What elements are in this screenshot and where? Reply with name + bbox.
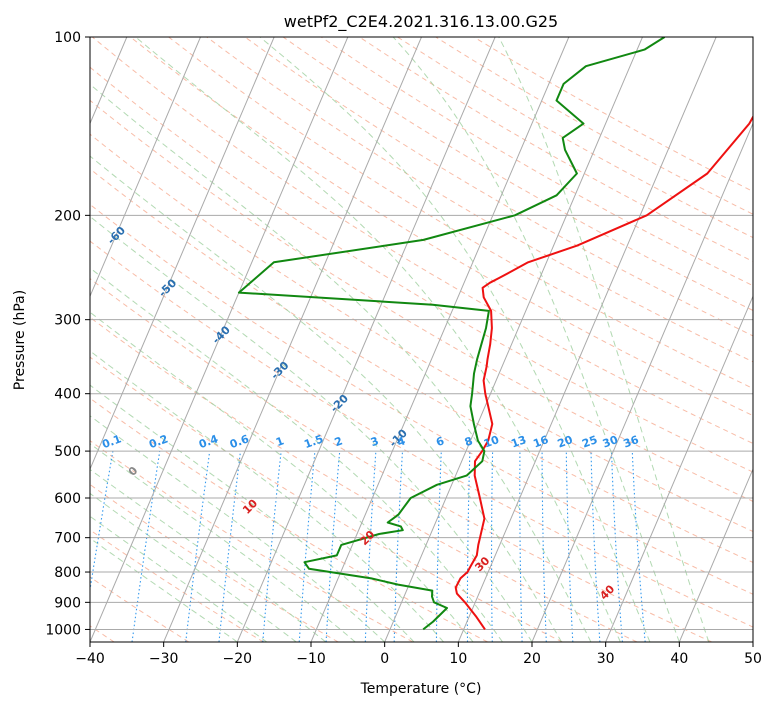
mixing-ratio-label: 0.2 xyxy=(147,432,170,451)
dry-adiabat xyxy=(206,37,753,363)
x-tick-label: −40 xyxy=(75,651,105,667)
y-axis-label: Pressure (hPa) xyxy=(12,290,28,390)
moist-adiabat xyxy=(259,37,651,642)
dewpoint-trace xyxy=(237,37,666,631)
y-tick-label: 800 xyxy=(54,565,81,581)
moist-adiabat xyxy=(90,537,238,642)
temperature-trace xyxy=(454,114,753,630)
mixing-ratio-label: 1 xyxy=(274,434,286,449)
isotherm-line xyxy=(678,467,753,642)
x-tick-label: 0 xyxy=(380,651,389,667)
x-axis-label: Temperature (°C) xyxy=(360,681,482,697)
dry-adiabat xyxy=(90,66,753,473)
moist-adiabat xyxy=(392,37,680,642)
pressure-gridlines xyxy=(90,37,753,630)
isotherm-label: -80 xyxy=(0,135,19,158)
moist-adiabat xyxy=(90,415,386,642)
x-tick-label: 30 xyxy=(597,651,615,667)
isotherm-line xyxy=(90,37,201,298)
mixing-ratio-label: 0.4 xyxy=(197,432,220,451)
isotherm-label: -70 xyxy=(51,177,74,200)
dry-adiabat xyxy=(90,483,339,642)
mixing-ratio-label: 25 xyxy=(580,433,599,450)
y-tick-label: 500 xyxy=(54,444,81,460)
isotherm-line xyxy=(90,37,275,471)
plot-frame xyxy=(89,36,754,643)
mixing-ratio-line xyxy=(185,451,211,642)
y-tick-label: 900 xyxy=(54,595,81,611)
y-tick-label: 1000 xyxy=(45,622,81,638)
moist-adiabat xyxy=(90,215,533,642)
mixing-ratio-line xyxy=(218,451,242,642)
y-tick-label: 300 xyxy=(54,313,81,329)
dry-adiabat xyxy=(90,203,753,595)
dry-adiabat xyxy=(282,37,753,312)
mixing-ratio-label: 20 xyxy=(556,433,575,451)
moist-adiabat xyxy=(135,37,621,642)
moist-adiabat xyxy=(90,350,444,642)
isotherm-line xyxy=(457,37,717,642)
sounding-traces xyxy=(237,37,753,631)
moist-adiabat xyxy=(90,515,268,642)
mixing-ratio-line xyxy=(262,451,282,642)
x-tick-label: 10 xyxy=(449,651,467,667)
moist-adiabat xyxy=(90,155,562,642)
isotherm-line xyxy=(384,37,643,642)
mixing-ratio-label: 3 xyxy=(369,434,381,449)
mixing-ratio-label: 6 xyxy=(434,434,446,449)
mixing-ratio-line xyxy=(631,451,646,642)
mixing-ratio-label: 10 xyxy=(482,433,501,451)
moist-adiabat xyxy=(90,468,327,642)
dry-adiabat xyxy=(90,356,563,642)
mixing-ratio-label: 2 xyxy=(333,434,345,449)
moist-adiabats xyxy=(90,37,710,642)
mixing-ratio-label: 36 xyxy=(622,433,641,451)
x-tick-label: 20 xyxy=(523,651,541,667)
y-tick-label: 100 xyxy=(54,30,81,46)
mixing-ratio-label: 0.1 xyxy=(100,432,123,451)
mixing-ratio-label: 1.5 xyxy=(302,432,325,451)
mixing-ratio-label: 4 xyxy=(395,434,407,449)
x-axis-ticks: −40 −30 −20 −10 0 10 20 30 40 50 xyxy=(75,642,762,667)
y-axis-ticks: 100 200 300 400 500 600 700 800 900 1000 xyxy=(45,30,90,638)
isotherm-line xyxy=(90,37,349,642)
dry-adiabat xyxy=(90,397,488,642)
mixing-ratio-line xyxy=(90,451,114,594)
mixing-ratio-label: 0.6 xyxy=(228,432,251,451)
isotherm-line xyxy=(605,295,753,642)
x-tick-label: −10 xyxy=(296,651,326,667)
mixing-ratio-label: 13 xyxy=(509,433,528,450)
moist-adiabat xyxy=(90,267,503,642)
x-tick-label: −20 xyxy=(223,651,253,667)
moist-adiabat xyxy=(90,492,297,642)
x-tick-label: −30 xyxy=(149,651,179,667)
isotherm-line xyxy=(531,122,753,642)
moist-adiabat xyxy=(90,311,474,642)
isotherm-line xyxy=(752,640,753,642)
dry-adiabat xyxy=(90,168,753,563)
mixing-ratio-label: 30 xyxy=(601,433,620,451)
isotherm-line xyxy=(163,37,422,642)
y-tick-label: 600 xyxy=(54,491,81,507)
dry-adiabat xyxy=(90,240,753,628)
y-tick-label: 200 xyxy=(54,208,81,224)
dry-adiabat xyxy=(90,133,753,533)
isotherm-line xyxy=(236,37,496,642)
moist-adiabat xyxy=(498,37,710,642)
mixing-ratio-line xyxy=(298,451,316,642)
y-tick-label: 700 xyxy=(54,531,81,547)
y-tick-label: 400 xyxy=(54,387,81,403)
mixing-ratio-label: 16 xyxy=(531,433,550,451)
x-tick-label: 40 xyxy=(670,651,688,667)
plot-area xyxy=(90,37,753,642)
mixing-ratio-label: 8 xyxy=(463,434,475,449)
chart-title: wetPf2_C2E4.2021.316.13.00.G25 xyxy=(284,12,558,32)
x-tick-label: 50 xyxy=(744,651,762,667)
